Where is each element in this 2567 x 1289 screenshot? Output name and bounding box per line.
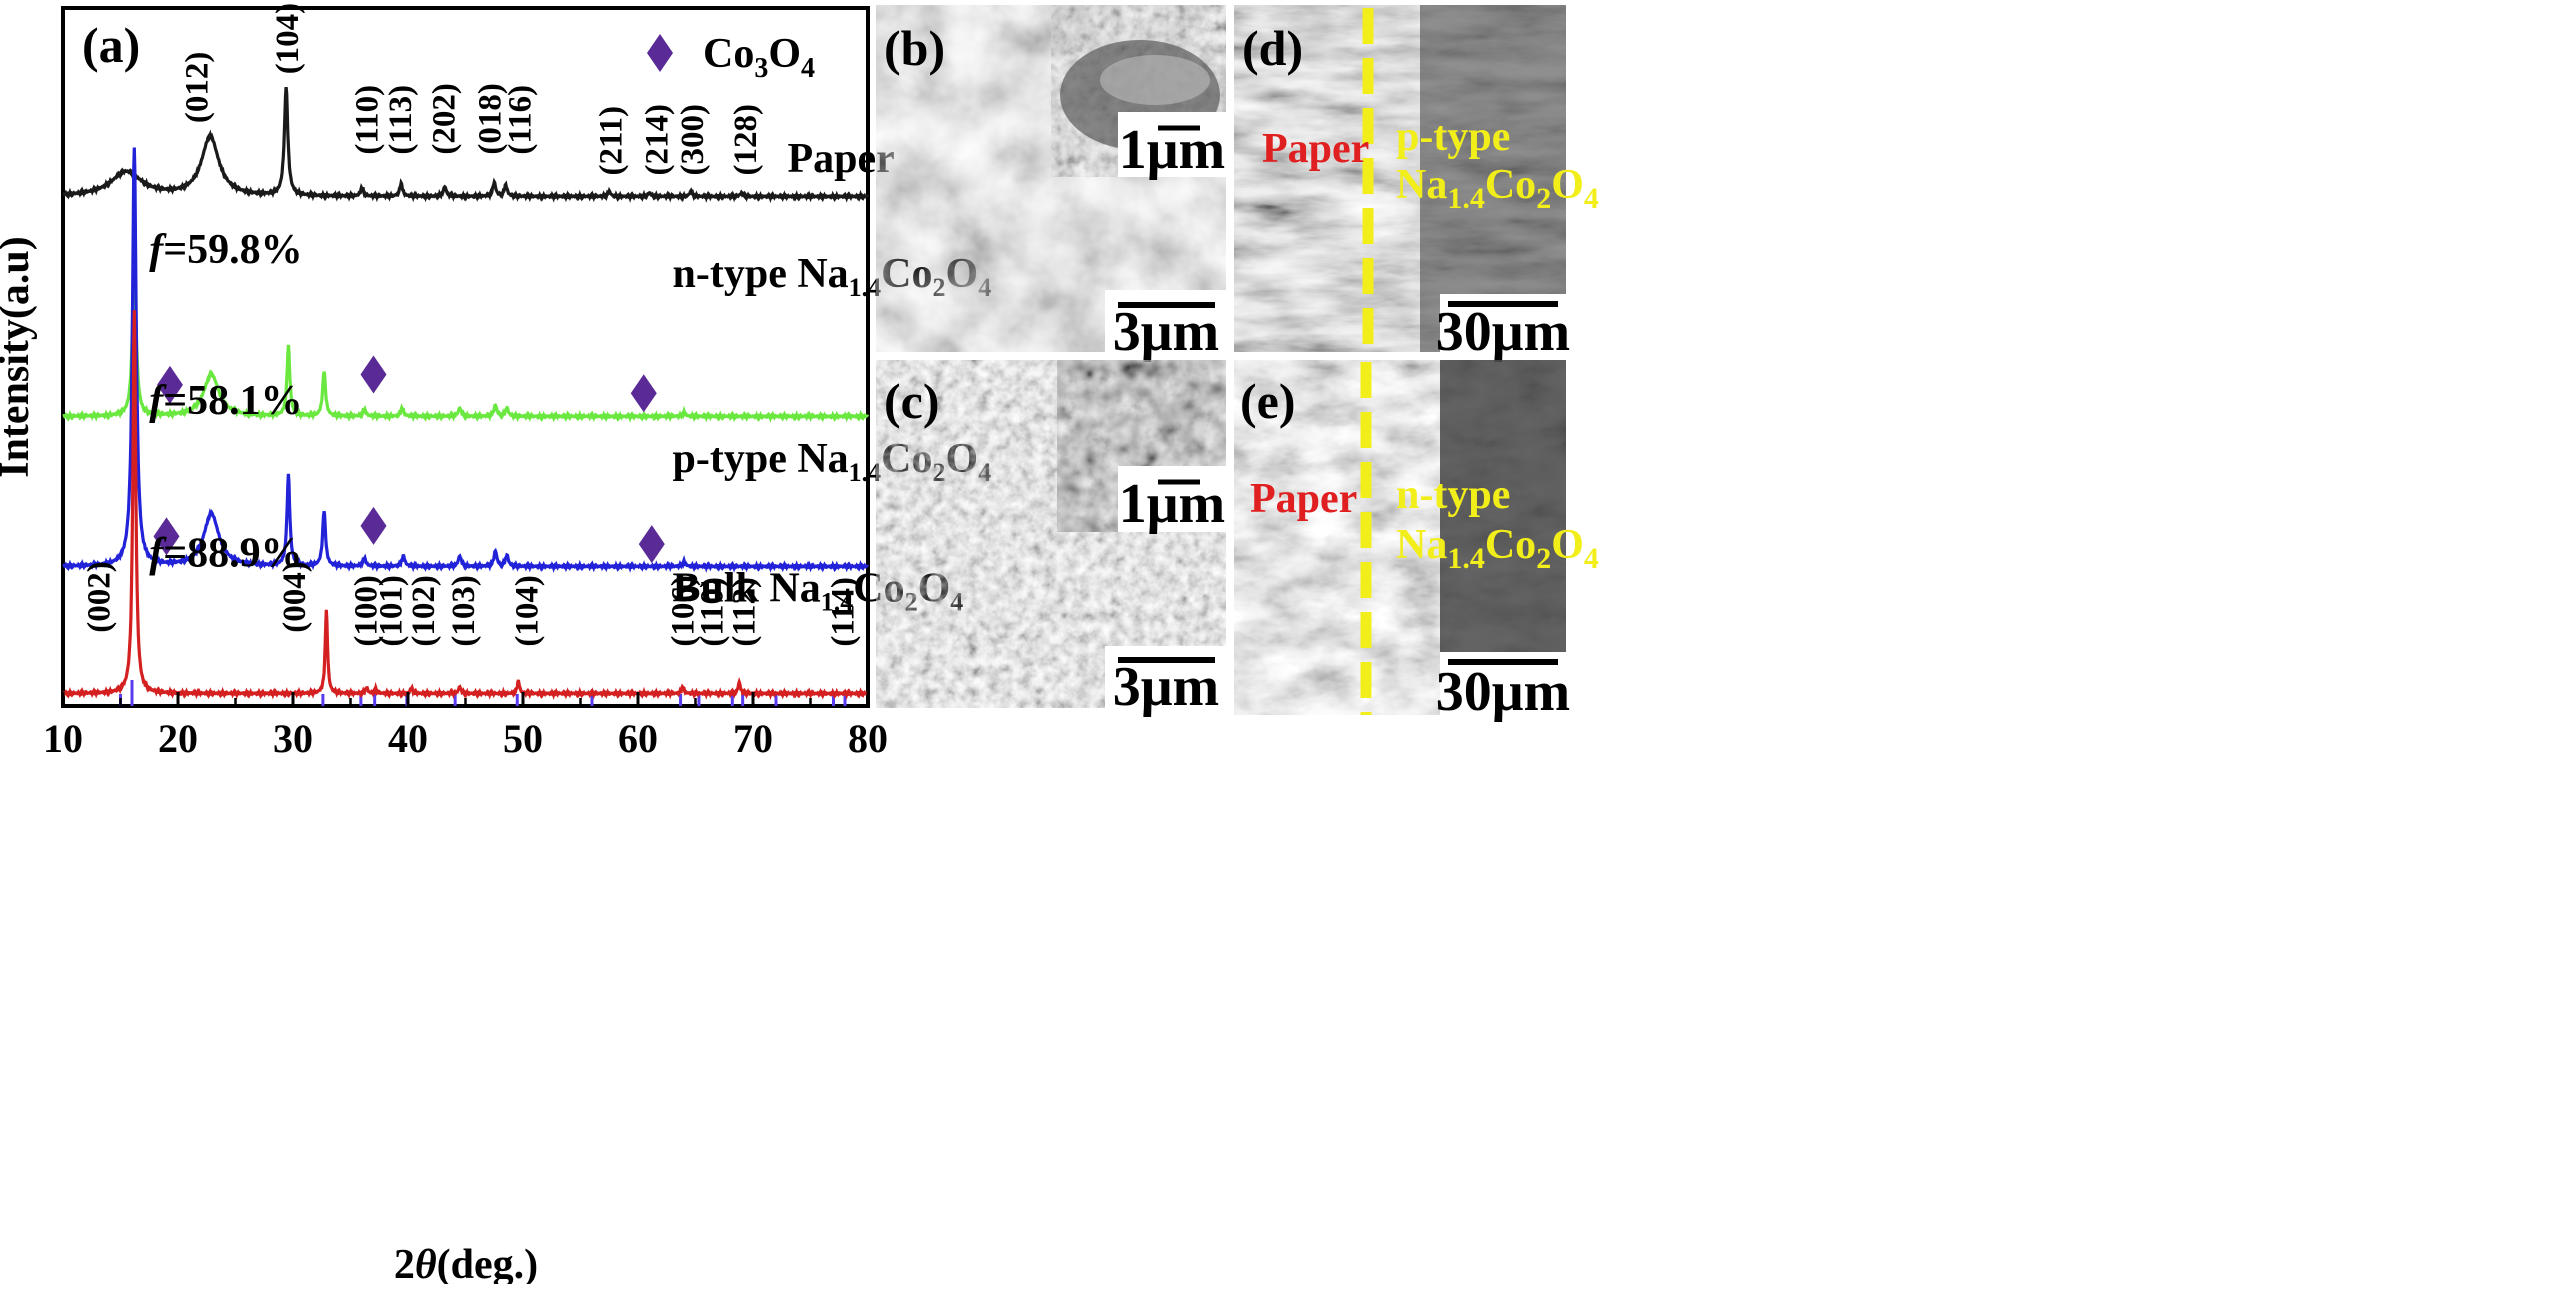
- paper-peak-label-6: (116): [502, 85, 538, 155]
- sem-panel-b: 1μm 3μm (b): [876, 5, 1226, 363]
- co3o4-marker-5: [638, 525, 665, 564]
- x-axis: 10 20 30 40 50 60 70 80: [43, 692, 888, 761]
- x-axis-title: 2θ(deg.): [394, 1242, 538, 1284]
- sem-inset-c-scale-text: 1μm: [1119, 473, 1225, 535]
- sem-e-scale-text: 30μm: [1436, 661, 1570, 723]
- x-tick-label-50: 50: [503, 716, 543, 761]
- bulk-peak-label-10: (114): [826, 577, 862, 647]
- sem-inset-b-scale-text: 1μm: [1119, 119, 1225, 181]
- sem-panel-e: Paper n-type Na1.4Co2O4 30μm (e): [1234, 360, 1599, 723]
- bulk-peak-label-6: (104): [509, 575, 545, 646]
- bulk-peak-label-0: (002): [82, 561, 118, 632]
- bulk-peak-label-2: (100): [348, 575, 384, 646]
- paper-peak-label-3: (113): [383, 85, 419, 155]
- y-axis-title: Intensity(a.u): [0, 236, 38, 478]
- sem-b-scale-text: 3μm: [1113, 301, 1219, 363]
- sem-d-type-label: p-type: [1396, 114, 1510, 160]
- sem-inset-b-scale-box: [1118, 112, 1226, 177]
- sem-e-type-label: n-type: [1396, 472, 1510, 518]
- bulk-peak-label-4: (102): [406, 575, 442, 646]
- fraction-label-2: f=88.9%: [149, 530, 302, 576]
- paper-peak-label-4: (202): [427, 83, 463, 154]
- series-paper: [62, 86, 870, 204]
- sem-c-scale-text: 3μm: [1113, 656, 1219, 718]
- co3o4-markers: [153, 355, 665, 564]
- sem-panel-d: Paper p-type Na1.4Co2O4 30μm (d): [1234, 5, 1599, 363]
- paper-peak-label-2: (110): [349, 85, 385, 155]
- panel-label-e: (e): [1240, 373, 1296, 429]
- bulk-peak-label-1: (004): [277, 561, 313, 632]
- co3o4-marker-1: [360, 355, 387, 394]
- fraction-label-0: f=59.8%: [149, 227, 302, 273]
- x-tick-label-70: 70: [733, 716, 773, 761]
- series-layer: [62, 86, 870, 701]
- plot-frame: [61, 6, 870, 708]
- series-bulk-na1-4co2o4: [62, 310, 870, 701]
- co3o4-marker-3: [153, 517, 180, 556]
- x-tick-label-20: 20: [158, 716, 198, 761]
- sem-d-scale-text: 30μm: [1436, 301, 1570, 363]
- co3o4-marker-0: [156, 365, 183, 404]
- series-p-type-na1-4co2o4: [62, 147, 870, 573]
- paper-peak-label-7: (211): [593, 106, 629, 176]
- sem-d-paper-label: Paper: [1262, 126, 1369, 172]
- legend-diamond-marker: [647, 34, 673, 72]
- paper-peak-label-8: (214): [639, 104, 675, 175]
- paper-peak-label-9: (300): [675, 104, 711, 175]
- bulk-peak-label-8: (110): [694, 577, 730, 647]
- sem-inset-c-scale-box: [1118, 466, 1226, 532]
- panel-label-d: (d): [1242, 20, 1303, 76]
- sem-panel-c: 1μm 3μm (c): [876, 360, 1226, 718]
- paper-peak-label-1: (104): [270, 3, 306, 74]
- panel-label-b: (b): [884, 20, 945, 76]
- sem-e-formula-label: Na1.4Co2O4: [1396, 522, 1599, 575]
- paper-peak-label-10: (128): [728, 104, 764, 175]
- x-tick-label-80: 80: [848, 716, 888, 761]
- sem-e-paper-label: Paper: [1250, 476, 1357, 522]
- x-tick-label-60: 60: [618, 716, 658, 761]
- series-n-type-na1-4co2o4: [62, 248, 870, 424]
- bulk-peak-label-3: (101): [374, 575, 410, 646]
- sem-inset-b-crystal-highlight: [1100, 55, 1210, 105]
- panel-label-a: (a): [82, 17, 140, 73]
- panel-label-c: (c): [884, 373, 940, 429]
- x-tick-label-30: 30: [273, 716, 313, 761]
- bulk-peak-label-9: (112): [727, 577, 763, 647]
- co3o4-marker-2: [630, 374, 657, 413]
- x-tick-label-10: 10: [43, 716, 83, 761]
- bulk-peak-label-5: (103): [446, 575, 482, 646]
- paper-peak-label-0: (012): [179, 52, 215, 123]
- bulk-peak-label-7: (106): [666, 575, 702, 646]
- x-tick-label-40: 40: [388, 716, 428, 761]
- sem-d-formula-label: Na1.4Co2O4: [1396, 162, 1599, 215]
- paper-peak-label-5: (018): [473, 83, 509, 154]
- sem-c-scale-box: [1105, 646, 1226, 708]
- co3o4-marker-4: [360, 506, 387, 545]
- fraction-label-1: f=58.1%: [149, 378, 302, 424]
